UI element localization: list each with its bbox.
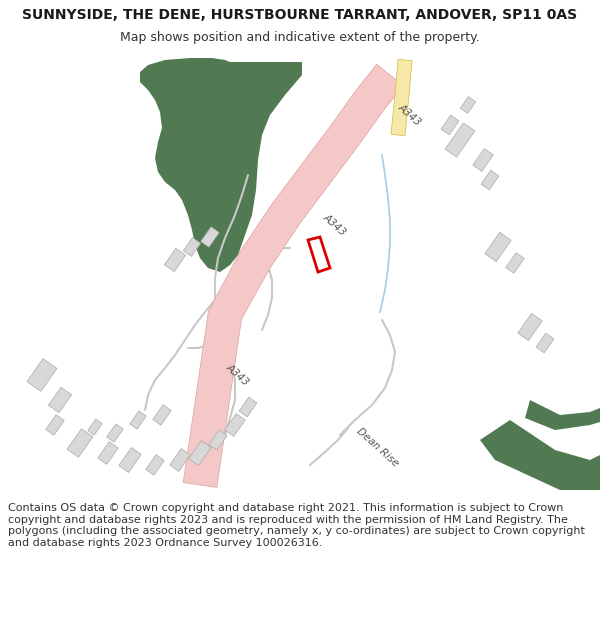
- Polygon shape: [480, 420, 600, 490]
- Text: A343: A343: [224, 362, 251, 388]
- Polygon shape: [164, 248, 185, 272]
- Polygon shape: [460, 97, 476, 113]
- Polygon shape: [209, 430, 227, 450]
- Polygon shape: [201, 227, 219, 248]
- Polygon shape: [184, 238, 200, 256]
- Polygon shape: [225, 414, 245, 436]
- Polygon shape: [445, 123, 475, 157]
- Polygon shape: [170, 449, 190, 471]
- Polygon shape: [518, 314, 542, 341]
- Polygon shape: [130, 411, 146, 429]
- Polygon shape: [308, 237, 330, 272]
- Polygon shape: [481, 170, 499, 190]
- Polygon shape: [183, 64, 403, 488]
- Polygon shape: [239, 397, 257, 417]
- Polygon shape: [49, 388, 71, 412]
- Polygon shape: [46, 415, 64, 435]
- Polygon shape: [98, 442, 118, 464]
- Polygon shape: [525, 400, 600, 430]
- Polygon shape: [391, 59, 412, 136]
- Polygon shape: [485, 232, 511, 262]
- Polygon shape: [536, 333, 554, 353]
- Polygon shape: [27, 359, 57, 391]
- Text: Dean Rise: Dean Rise: [355, 426, 401, 468]
- Polygon shape: [506, 253, 524, 273]
- Polygon shape: [153, 405, 171, 425]
- Polygon shape: [140, 58, 302, 272]
- Polygon shape: [189, 441, 211, 466]
- Polygon shape: [119, 448, 141, 472]
- Text: Contains OS data © Crown copyright and database right 2021. This information is : Contains OS data © Crown copyright and d…: [8, 503, 585, 548]
- Polygon shape: [441, 115, 459, 135]
- Text: A343: A343: [322, 213, 349, 238]
- Polygon shape: [146, 455, 164, 475]
- Text: Map shows position and indicative extent of the property.: Map shows position and indicative extent…: [120, 31, 480, 44]
- Polygon shape: [107, 424, 123, 442]
- Text: A343: A343: [397, 102, 424, 127]
- Text: SUNNYSIDE, THE DENE, HURSTBOURNE TARRANT, ANDOVER, SP11 0AS: SUNNYSIDE, THE DENE, HURSTBOURNE TARRANT…: [22, 8, 578, 22]
- Polygon shape: [473, 149, 493, 171]
- Polygon shape: [88, 419, 102, 435]
- Polygon shape: [67, 429, 93, 458]
